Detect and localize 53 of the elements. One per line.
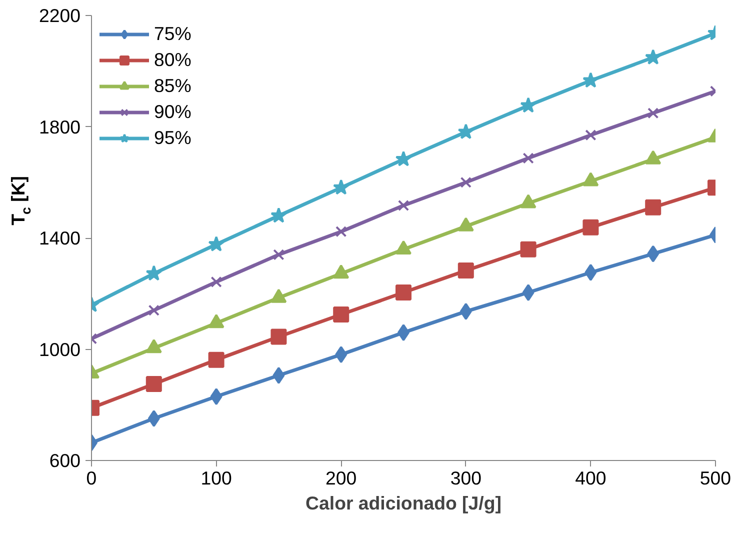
legend-label: 95% [154, 127, 192, 149]
x-tick-label: 300 [450, 468, 482, 488]
y-tick-label: 600 [49, 450, 81, 471]
point [335, 346, 348, 364]
point [645, 199, 662, 216]
x-tick-label: 100 [200, 468, 232, 488]
point [146, 376, 162, 392]
point [460, 302, 472, 320]
point [647, 245, 660, 262]
point [458, 262, 474, 279]
x-tick-label: 200 [326, 468, 357, 488]
y-tick-label: 1000 [38, 338, 81, 360]
point [398, 200, 410, 212]
point [460, 176, 472, 188]
legend-label: 85% [154, 75, 192, 97]
point [395, 150, 412, 166]
point [210, 276, 222, 288]
point [148, 410, 160, 428]
point [396, 284, 412, 301]
point [520, 97, 536, 113]
x-tick-label: 0 [86, 468, 97, 488]
point [333, 306, 350, 322]
y-axis-title: Tc [K] [8, 176, 34, 226]
point [208, 236, 224, 252]
point [582, 219, 599, 236]
point [582, 72, 599, 88]
point [146, 265, 162, 281]
point [644, 48, 662, 65]
point [585, 130, 596, 141]
point [520, 241, 536, 258]
point [584, 264, 597, 281]
x-axis-title: Calor adicionado [J/g] [306, 492, 502, 514]
point [458, 124, 474, 140]
point [210, 388, 222, 406]
point [332, 179, 350, 195]
legend-label: 80% [154, 49, 192, 71]
x-tick-label: 500 [700, 468, 732, 488]
point [522, 152, 534, 164]
y-tick-label: 2200 [38, 5, 81, 26]
point [336, 226, 347, 238]
point [270, 328, 287, 345]
point [270, 207, 287, 223]
y-tick-label: 1400 [38, 228, 81, 248]
legend-label: 75% [154, 23, 192, 45]
point [522, 284, 534, 302]
y-tick-label: 1800 [38, 116, 81, 138]
legend-label: 90% [154, 101, 192, 123]
point [648, 108, 659, 119]
point [208, 352, 224, 368]
point [148, 304, 160, 316]
x-tick-label: 400 [575, 468, 606, 488]
point [272, 366, 285, 384]
point [273, 249, 284, 260]
